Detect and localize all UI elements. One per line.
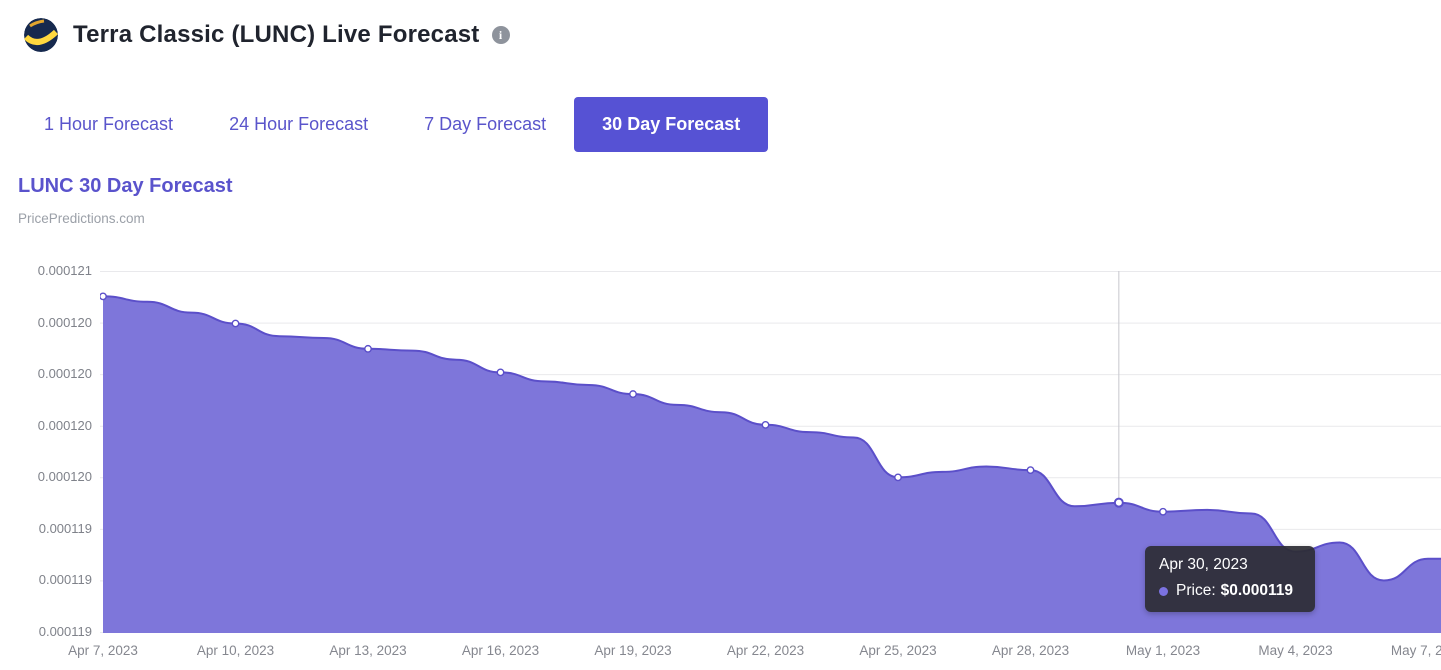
x-axis-label: Apr 25, 2023 <box>859 643 937 658</box>
y-axis-label: 0.000120 <box>37 469 92 485</box>
tooltip-price-row: Price: $0.000119 <box>1159 582 1299 600</box>
forecast-tabs: 1 Hour Forecast 24 Hour Forecast 7 Day F… <box>16 97 769 152</box>
tab-30-day-forecast[interactable]: 30 Day Forecast <box>574 97 769 152</box>
y-axis-label: 0.000120 <box>37 366 92 382</box>
y-axis-label: 0.000119 <box>38 572 92 588</box>
watermark: PricePredictions.com <box>18 211 145 226</box>
tab-24-hour-forecast[interactable]: 24 Hour Forecast <box>229 114 369 134</box>
page-header: Terra Classic (LUNC) Live Forecast i <box>24 18 510 52</box>
x-axis-label: Apr 10, 2023 <box>196 643 275 658</box>
x-axis-label: Apr 28, 2023 <box>991 643 1070 658</box>
y-axis-label: 0.000120 <box>37 417 92 433</box>
x-axis-label: Apr 16, 2023 <box>461 643 540 658</box>
terra-classic-logo <box>24 18 58 52</box>
x-axis-label: May 4, 2023 <box>1258 643 1333 658</box>
x-axis-label: May 7, 2023 <box>1390 643 1441 658</box>
tooltip-price-label: Price: <box>1176 582 1216 599</box>
x-axis-label: Apr 22, 2023 <box>726 643 805 658</box>
section-title: LUNC 30 Day Forecast <box>18 175 233 197</box>
tab-1-hour-forecast[interactable]: 1 Hour Forecast <box>44 114 174 134</box>
tooltip-price-value: $0.000119 <box>1220 582 1294 599</box>
x-axis-label: Apr 19, 2023 <box>594 643 672 658</box>
page-title: Terra Classic (LUNC) Live Forecast <box>73 21 480 48</box>
chart-tooltip: Apr 30, 2023 Price: $0.000119 <box>1145 546 1315 612</box>
y-axis-label: 0.000121 <box>37 263 92 278</box>
x-axis-label: Apr 13, 2023 <box>329 643 407 658</box>
tab-7-day-forecast[interactable]: 7 Day Forecast <box>424 114 547 134</box>
info-icon[interactable]: i <box>491 26 510 44</box>
x-axis-label: Apr 7, 2023 <box>68 643 138 658</box>
y-axis-label: 0.000119 <box>38 624 92 639</box>
tooltip-date: Apr 30, 2023 <box>1159 556 1248 573</box>
series-dot-icon <box>1159 586 1168 596</box>
x-axis-label: May 1, 2023 <box>1125 643 1201 658</box>
y-axis-label: 0.000120 <box>37 314 92 330</box>
y-axis-label: 0.000119 <box>38 520 92 536</box>
